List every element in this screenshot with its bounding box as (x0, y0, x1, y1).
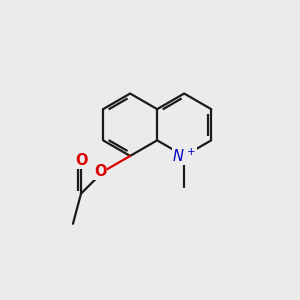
Text: $N^+$: $N^+$ (172, 147, 196, 165)
Text: O: O (75, 154, 87, 169)
Text: O: O (94, 164, 106, 179)
